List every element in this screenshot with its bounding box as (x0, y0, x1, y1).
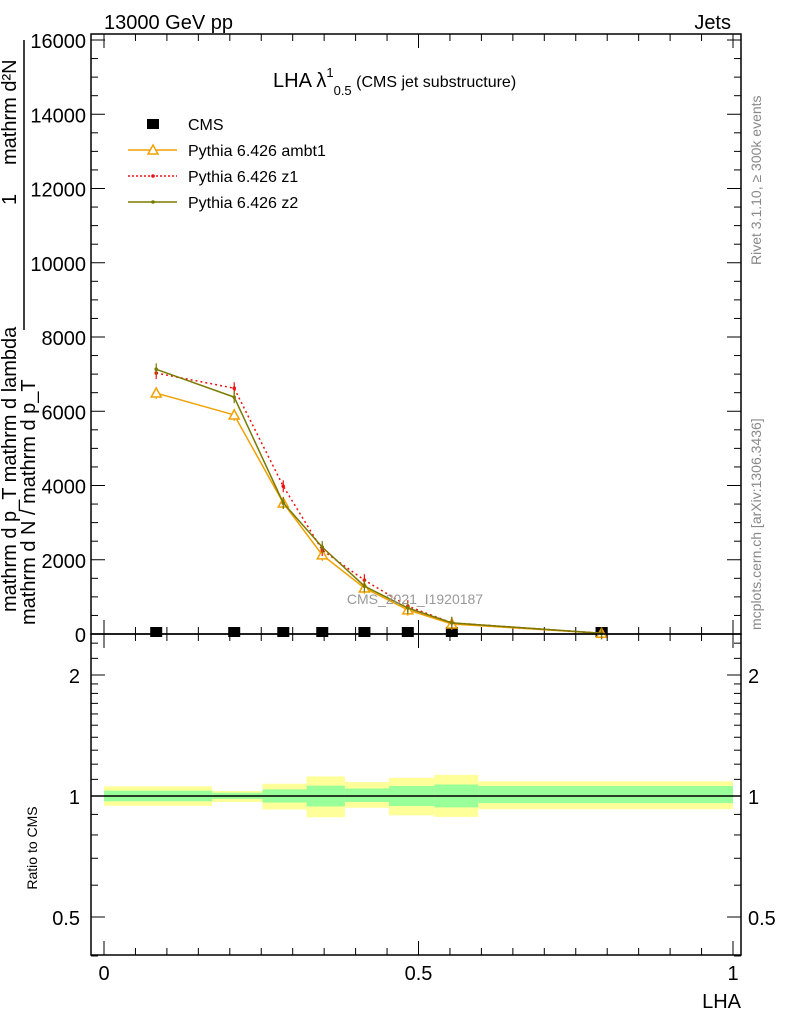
ylabel-denom-bottom: mathrm d N / mathrm d p_T (18, 379, 40, 625)
legend-marker (151, 200, 155, 204)
data-point (227, 408, 241, 420)
watermark: CMS_2021_I1920187 (347, 591, 483, 607)
legend-item: Pythia 6.426 z1 (128, 169, 298, 186)
y-tick-label: 8000 (42, 328, 87, 350)
series-line (156, 392, 602, 635)
data-point (450, 621, 454, 625)
y-tick-label: 16000 (30, 31, 86, 53)
ratio-y-tick-label-right: 2 (748, 666, 759, 688)
data-point (232, 386, 237, 391)
ratio-y-tick-label-right: 1 (748, 787, 759, 809)
legend-marker (146, 143, 160, 155)
x-tick-label: 0 (98, 963, 109, 985)
legend-label: CMS (188, 117, 224, 134)
series-pythia-6-426-z2 (154, 363, 604, 640)
data-point (316, 627, 329, 637)
y-axis-label: mathrm d²N 1 mathrm d p_T mathrm d lambd… (0, 40, 40, 625)
series-line (155, 368, 602, 635)
ratio-y-tick-label: 2 (69, 666, 80, 688)
title-sup: 1 (326, 65, 333, 80)
header-left: 13000 GeV pp (104, 12, 233, 34)
y-tick-label: 14000 (30, 105, 86, 127)
data-point (401, 627, 414, 637)
ratio-ylabel: Ratio to CMS (24, 806, 40, 889)
legend-label: Pythia 6.426 ambt1 (188, 143, 326, 160)
title-sub: 0.5 (334, 83, 352, 98)
y-tick-label: 10000 (30, 254, 86, 276)
legend-marker (147, 119, 159, 129)
ylabel-denom-top: mathrm d p_T mathrm d lambda (0, 326, 21, 612)
legend: CMS Pythia 6.426 ambt1 Pythia 6.426 z1 Pyth… (128, 117, 326, 212)
data-point (232, 395, 237, 399)
title-rest: (CMS jet substructure) (352, 74, 516, 91)
y-tick-label: 0 (75, 625, 86, 647)
title-main: LHA λ (273, 70, 326, 92)
legend-label: Pythia 6.426 z1 (188, 169, 298, 186)
y-tick-label: 2000 (42, 551, 87, 573)
data-point (320, 545, 325, 549)
data-point (445, 627, 458, 637)
data-point (358, 627, 371, 637)
data-point (150, 627, 163, 637)
data-point (362, 584, 367, 588)
ratio-layer: 0 0.5 1 0.5 0.5 1 1 2 2 (52, 633, 776, 985)
data-point (228, 627, 241, 637)
legend-item: CMS (147, 117, 224, 134)
header-right: Jets (694, 12, 731, 34)
ratio-plot-frame (90, 633, 742, 956)
data-point (277, 627, 290, 637)
ratio-y-tick-label-right: 0.5 (748, 908, 776, 930)
data-point (281, 484, 286, 489)
ratio-y-tick-label: 0.5 (52, 908, 80, 930)
x-tick-label: 1 (727, 963, 738, 985)
mcplots-text: mcplots.cern.ch [arXiv:1306.3436] (748, 418, 764, 630)
ylabel-num-top: mathrm d²N (0, 59, 21, 165)
main-bands-layer: 0 2000 4000 6000 8000 10000 12000 14000 16000 (30, 31, 742, 647)
rivet-version-text: Rivet 3.1.10, ≥ 300k events (748, 95, 764, 265)
legend-label: Pythia 6.426 z2 (188, 195, 298, 212)
ratio-y-tick-label: 1 (69, 787, 80, 809)
data-point (154, 367, 159, 372)
y-tick-label: 6000 (42, 402, 87, 424)
ratio-green-band (478, 785, 733, 804)
x-tick-label: 0.5 (405, 963, 433, 985)
legend-marker (151, 174, 155, 178)
legend-item: Pythia 6.426 z2 (128, 195, 298, 212)
chart-title: LHA λ10.5 (CMS jet substructure) (273, 65, 516, 98)
data-point (149, 386, 163, 398)
ylabel-frac-one: 1 (0, 194, 21, 205)
legend-item: Pythia 6.426 ambt1 (128, 143, 326, 160)
data-point (281, 501, 286, 505)
y-tick-label: 12000 (30, 180, 86, 202)
x-axis-label: LHA (702, 991, 742, 1013)
y-tick-label: 4000 (42, 477, 87, 499)
data-point (406, 606, 410, 610)
